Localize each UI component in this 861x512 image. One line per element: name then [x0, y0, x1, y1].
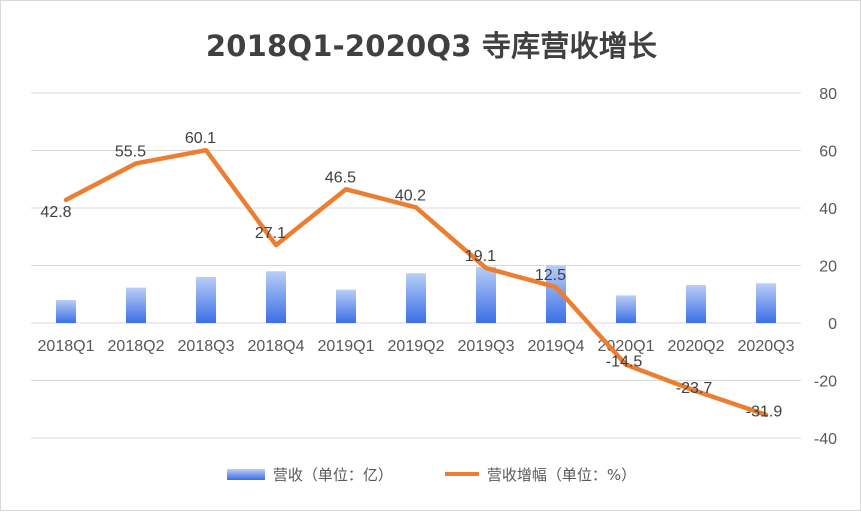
y-tick-label: -40 — [814, 431, 837, 448]
y-tick-label: 60 — [819, 144, 837, 161]
y-tick-label: 80 — [819, 86, 837, 103]
x-tick-label: 2018Q1 — [38, 338, 95, 355]
x-tick-label: 2018Q4 — [248, 338, 305, 355]
chart-title: 2018Q1-2020Q3 寺库营收增长 — [205, 29, 658, 63]
bar — [406, 273, 426, 323]
x-tick-label: 2020Q3 — [738, 338, 795, 355]
data-label: 27.1 — [255, 225, 286, 242]
bar — [196, 277, 216, 323]
bar — [756, 283, 776, 323]
bar — [686, 285, 706, 323]
x-tick-label: 2019Q2 — [388, 338, 445, 355]
bar — [336, 289, 356, 323]
legend-line-swatch — [444, 472, 479, 476]
legend-item-revenue: 营收（单位：亿） — [226, 464, 393, 485]
x-tick-label: 2019Q4 — [528, 338, 585, 355]
x-tick-label: 2019Q3 — [458, 338, 515, 355]
bar — [546, 265, 566, 323]
data-label: 55.5 — [115, 143, 146, 160]
bar — [56, 300, 76, 323]
y-tick-label: 40 — [819, 201, 837, 218]
growth-line — [63, 147, 769, 417]
data-label: 42.8 — [40, 204, 71, 221]
legend-label-revenue: 营收（单位：亿） — [272, 465, 393, 484]
x-tick-label: 2019Q1 — [318, 338, 375, 355]
chart-legend: 营收（单位：亿） 营收增幅（单位：%） — [1, 464, 861, 484]
data-label: -23.7 — [676, 380, 713, 397]
x-tick-label: 2020Q2 — [668, 338, 725, 355]
legend-label-growth: 营收增幅（单位：%） — [486, 465, 637, 484]
data-label: -14.5 — [606, 354, 643, 371]
bar — [126, 287, 146, 323]
x-tick-label: 2018Q3 — [178, 338, 235, 355]
legend-bar-swatch — [226, 468, 265, 480]
data-label: 60.1 — [185, 130, 216, 147]
data-label: -31.9 — [746, 404, 783, 421]
bar — [266, 271, 286, 323]
data-label: 40.2 — [395, 187, 426, 204]
y-tick-label: -20 — [814, 374, 837, 391]
y-tick-label: 0 — [828, 316, 837, 333]
legend-item-growth: 营收增幅（单位：%） — [444, 464, 637, 485]
data-label: 19.1 — [465, 248, 496, 265]
bar — [476, 266, 496, 323]
bar — [616, 295, 636, 323]
data-label: 12.5 — [535, 267, 566, 284]
x-tick-label: 2018Q2 — [108, 338, 165, 355]
y-tick-label: 20 — [819, 259, 837, 276]
data-label: 46.5 — [325, 169, 356, 186]
